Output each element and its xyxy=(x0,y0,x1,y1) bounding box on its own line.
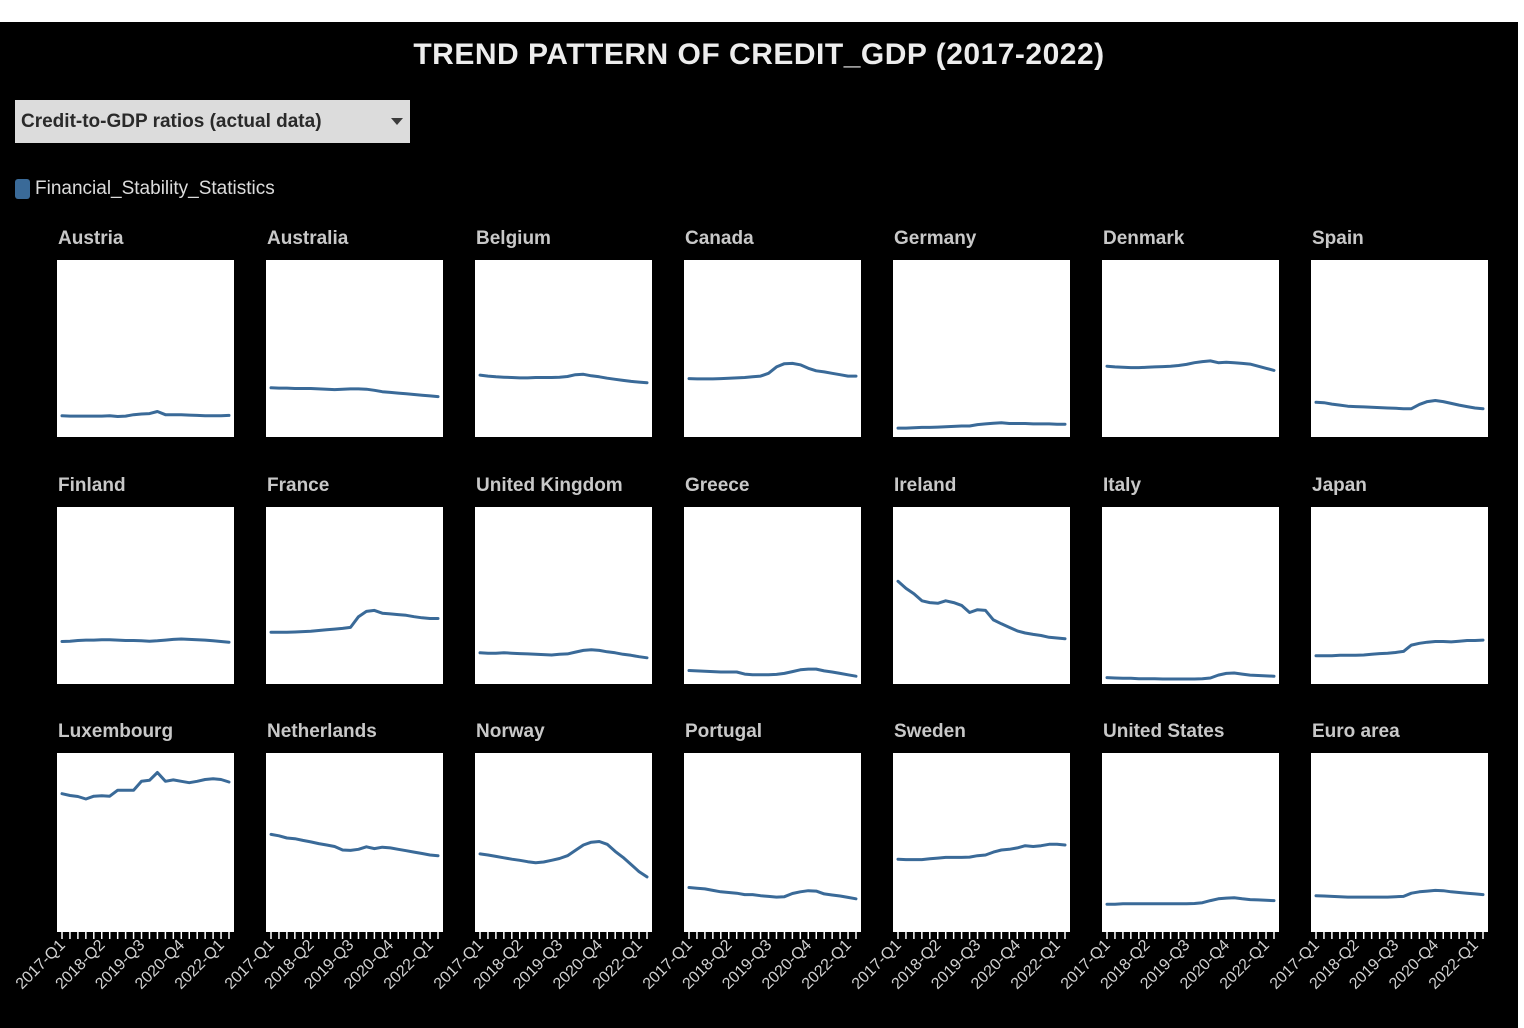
panel-plot-area xyxy=(684,260,861,437)
series-line xyxy=(60,637,231,644)
panel-title: Netherlands xyxy=(267,721,377,742)
panel-plot-area xyxy=(1102,507,1279,684)
panel-title: Euro area xyxy=(1312,721,1400,742)
panel-plot-area xyxy=(266,507,443,684)
legend-swatch xyxy=(15,179,30,199)
panel-euro-area: Euro area2017-Q12018-Q22019-Q32020-Q4202… xyxy=(1267,721,1488,993)
series-line xyxy=(478,648,649,660)
panel-belgium: Belgium xyxy=(475,228,652,437)
panel-title: Austria xyxy=(58,228,124,249)
legend-label: Financial_Stability_Statistics xyxy=(35,178,275,199)
panel-plot-area xyxy=(57,753,234,930)
series-line xyxy=(896,842,1067,862)
panel-title: France xyxy=(267,475,329,496)
series-line xyxy=(1105,896,1276,906)
series-line xyxy=(60,771,231,801)
panel-title: Luxembourg xyxy=(58,721,173,742)
panel-title: Canada xyxy=(685,228,754,249)
series-line xyxy=(1105,359,1276,372)
series-line xyxy=(1314,399,1485,411)
panel-greece: Greece xyxy=(684,475,861,684)
panel-title: Italy xyxy=(1103,475,1141,496)
series-line xyxy=(1314,888,1485,899)
measure-dropdown[interactable]: Credit-to-GDP ratios (actual data) xyxy=(15,100,410,143)
panel-spain: Spain xyxy=(1311,228,1488,437)
panel-title: Germany xyxy=(894,228,977,249)
measure-dropdown-value: Credit-to-GDP ratios (actual data) xyxy=(21,111,322,132)
panel-united-kingdom: United Kingdom xyxy=(475,475,652,684)
series-line xyxy=(478,372,649,385)
panel-plot-area xyxy=(1311,507,1488,684)
panel-portugal: Portugal2017-Q12018-Q22019-Q32020-Q42022… xyxy=(640,721,861,993)
panel-plot-area xyxy=(266,260,443,437)
series-line xyxy=(687,667,858,678)
panel-title: Finland xyxy=(58,475,126,496)
panel-denmark: Denmark xyxy=(1102,228,1279,437)
panel-plot-area xyxy=(1311,753,1488,930)
series-line xyxy=(269,832,440,858)
panel-title: Ireland xyxy=(894,475,956,496)
panel-plot-area xyxy=(684,507,861,684)
panel-norway: Norway2017-Q12018-Q22019-Q32020-Q42022-Q… xyxy=(431,721,652,993)
series-line xyxy=(896,421,1067,430)
panel-plot-area xyxy=(475,753,652,930)
series-line xyxy=(687,361,858,381)
panel-luxembourg: Luxembourg2017-Q12018-Q22019-Q32020-Q420… xyxy=(13,721,234,993)
panel-plot-area xyxy=(1102,260,1279,437)
series-line xyxy=(687,886,858,901)
panel-canada: Canada xyxy=(684,228,861,437)
panel-plot-area xyxy=(57,260,234,437)
series-line xyxy=(269,608,440,634)
panel-title: Belgium xyxy=(476,228,551,249)
panel-netherlands: Netherlands2017-Q12018-Q22019-Q32020-Q42… xyxy=(222,721,443,993)
panel-plot-area xyxy=(893,507,1070,684)
panel-france: France xyxy=(266,475,443,684)
panel-plot-area xyxy=(266,753,443,930)
panel-plot-area xyxy=(57,507,234,684)
panel-sweden: Sweden2017-Q12018-Q22019-Q32020-Q42022-Q… xyxy=(849,721,1070,993)
panel-plot-area xyxy=(684,753,861,930)
series-line xyxy=(269,386,440,399)
panel-title: Japan xyxy=(1312,475,1367,496)
panel-title: Norway xyxy=(476,721,545,742)
panel-title: United Kingdom xyxy=(476,475,623,496)
page-title: TREND PATTERN OF CREDIT_GDP (2017-2022) xyxy=(413,38,1105,71)
panel-plot-area xyxy=(475,507,652,684)
panel-title: Denmark xyxy=(1103,228,1185,249)
panel-plot-area xyxy=(1311,260,1488,437)
panel-germany: Germany xyxy=(893,228,1070,437)
series-line xyxy=(1314,638,1485,658)
panel-plot-area xyxy=(893,753,1070,930)
series-line xyxy=(478,840,649,879)
panel-title: Greece xyxy=(685,475,749,496)
panel-title: Sweden xyxy=(894,721,966,742)
series-line xyxy=(60,410,231,418)
panel-austria: Austria xyxy=(57,228,234,437)
panel-australia: Australia xyxy=(266,228,443,437)
panel-title: United States xyxy=(1103,721,1224,742)
panel-japan: Japan xyxy=(1311,475,1488,684)
panel-plot-area xyxy=(893,260,1070,437)
series-line xyxy=(1105,671,1276,681)
panel-united-states: United States2017-Q12018-Q22019-Q32020-Q… xyxy=(1058,721,1279,993)
panel-ireland: Ireland xyxy=(893,475,1070,684)
panel-plot-area xyxy=(475,260,652,437)
panel-title: Portugal xyxy=(685,721,762,742)
chevron-down-icon[interactable] xyxy=(391,118,403,125)
panel-italy: Italy xyxy=(1102,475,1279,684)
panel-title: Spain xyxy=(1312,228,1364,249)
panel-finland: Finland xyxy=(57,475,234,684)
panel-title: Australia xyxy=(267,228,349,249)
series-line xyxy=(896,579,1067,641)
